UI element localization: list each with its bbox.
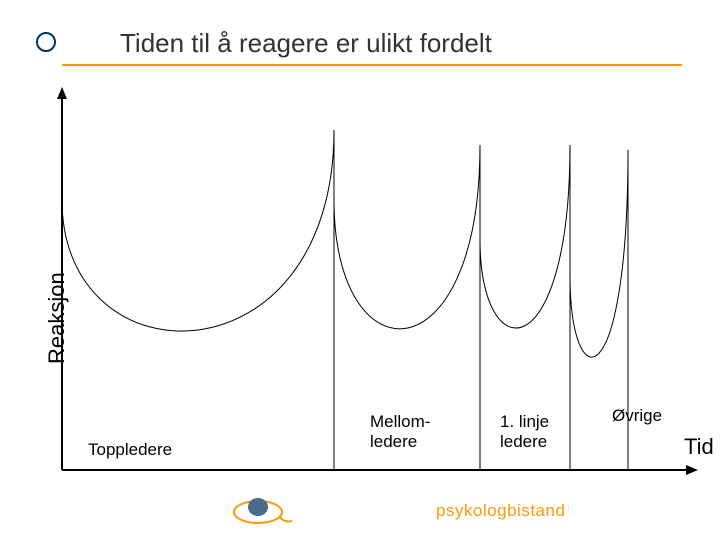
category-label: Toppledere bbox=[88, 440, 172, 460]
slide-root: Tiden til å reagere er ulikt fordelt Rea… bbox=[0, 0, 720, 540]
category-label: 1. linje ledere bbox=[500, 412, 549, 451]
psykologbistand-logo: psykologbistand bbox=[230, 490, 565, 532]
logo-icon bbox=[230, 490, 440, 532]
category-label: Øvrige bbox=[612, 406, 662, 426]
logo-text: psykologbistand bbox=[436, 501, 565, 521]
category-label: Mellom- ledere bbox=[370, 412, 430, 451]
